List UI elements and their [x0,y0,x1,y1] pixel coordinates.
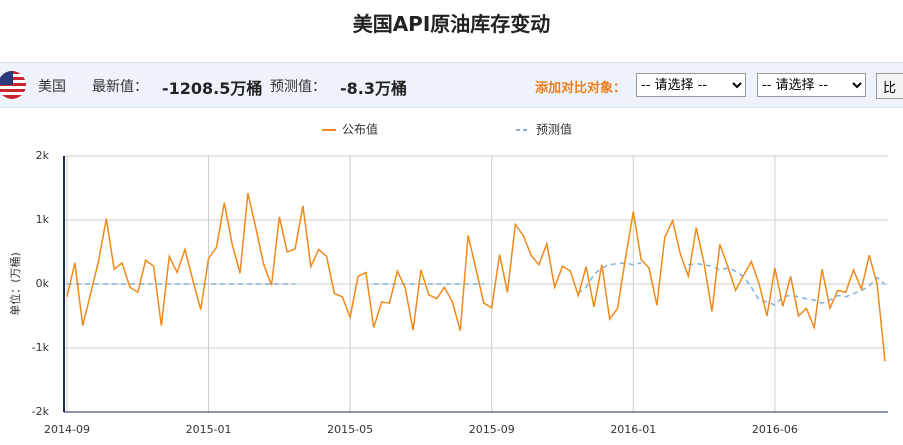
x-tick-label: 2016-06 [752,423,798,436]
latest-value: -1208.5万桶 [162,79,263,98]
x-tick-label: 2015-09 [469,423,515,436]
x-tick-label: 2016-01 [610,423,656,436]
compare-button[interactable]: 比 [876,73,903,99]
compare-select[interactable]: -- 请选择 -- [757,73,866,97]
legend-label: 公布值 [342,122,378,137]
x-tick-label: 2015-05 [327,423,373,436]
compare-label: 添加对比对象： [535,81,627,96]
info-bar: 美国 最新值： -1208.5万桶 预测值： -8.3万桶 添加对比对象： --… [0,62,903,108]
series-line [67,262,886,307]
series-line [66,192,886,362]
legend-label: 预测值 [536,122,572,137]
y-tick-label: 0k [36,277,50,290]
chart: -2k -1k 0k 1k 2k 2014-09 2015-01 2015-05 2015-09… [8,122,888,436]
y-tick-label: -1k [32,341,50,354]
forecast-label: 预测值： [270,79,326,95]
x-tick-label: 2015-01 [186,423,232,436]
page-title: 美国API原油库存变动 [352,12,551,36]
latest-label: 最新值： [92,79,148,95]
y-axis-label: 单位：(万桶) [8,252,22,316]
flag [0,71,26,99]
country: 美国 [38,79,66,95]
compare-select[interactable]: -- 请选择 -- [636,73,746,97]
forecast-value: -8.3万桶 [340,79,407,98]
y-tick-label: 1k [36,213,50,226]
x-tick-label: 2014-09 [44,423,90,436]
y-tick-label: -2k [32,405,50,418]
y-tick-label: 2k [36,149,50,162]
